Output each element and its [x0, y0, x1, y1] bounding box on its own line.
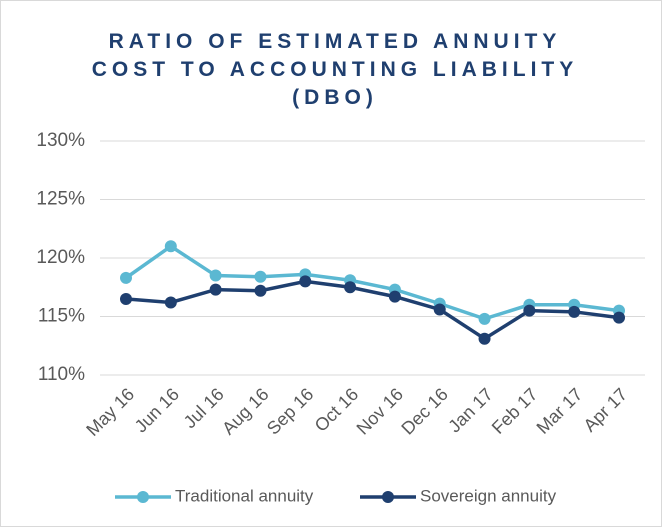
x-tick-label: Oct 16 — [311, 384, 363, 436]
legend-marker — [137, 491, 149, 503]
legend-label: Traditional annuity — [175, 486, 314, 505]
series-marker — [613, 311, 625, 324]
y-tick-label: 110% — [38, 364, 85, 385]
series-marker — [344, 281, 357, 294]
series-marker — [209, 269, 222, 282]
series-marker — [523, 304, 536, 317]
series-marker — [388, 290, 401, 303]
x-tick-label: Nov 16 — [353, 384, 407, 438]
x-tick-label: Jun 16 — [131, 384, 183, 436]
series-marker — [164, 240, 177, 253]
x-tick-label: Apr 17 — [580, 384, 632, 436]
series-line — [125, 279, 620, 341]
series-marker — [254, 270, 267, 283]
x-tick-label: Aug 16 — [218, 384, 272, 438]
series-marker — [120, 271, 132, 284]
legend-label: Sovereign annuity — [420, 486, 557, 505]
series-marker — [209, 283, 222, 296]
y-tick-label: 120% — [36, 247, 85, 268]
x-tick-label: Feb 17 — [488, 384, 542, 438]
legend-marker — [382, 491, 394, 503]
series-marker — [164, 296, 177, 309]
series-marker — [478, 332, 491, 345]
y-tick-label: 115% — [38, 306, 85, 327]
series-marker — [433, 303, 446, 316]
x-tick-label: Jan 17 — [444, 384, 496, 436]
x-tick-label: Mar 17 — [533, 384, 587, 438]
series-marker — [478, 312, 491, 325]
series-marker — [120, 292, 132, 305]
series-marker — [568, 305, 581, 318]
x-tick-label: Dec 16 — [397, 384, 451, 438]
series-marker — [254, 284, 267, 297]
x-tick-label: Sep 16 — [263, 384, 317, 438]
x-tick-label: May 16 — [82, 384, 138, 440]
y-tick-label: 130% — [36, 130, 85, 151]
y-tick-label: 125% — [36, 189, 85, 210]
series-marker — [299, 275, 312, 288]
series-line — [124, 244, 620, 321]
chart-title: RATIO OF ESTIMATED ANNUITY COST TO ACCOU… — [91, 30, 579, 109]
